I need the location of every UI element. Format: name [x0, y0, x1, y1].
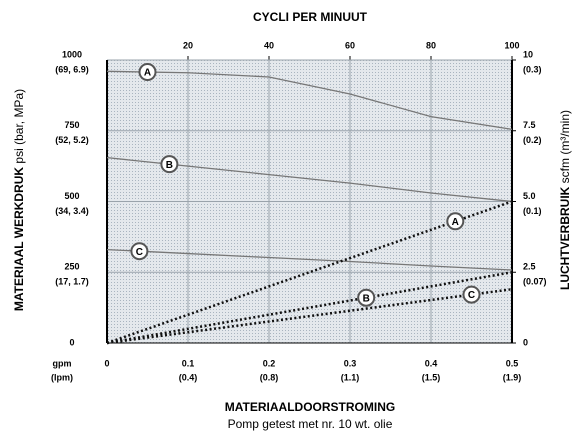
y-tick-label: 750: [64, 120, 79, 130]
curve-marker: [138, 63, 157, 82]
y-tick-label: 500: [64, 191, 79, 201]
pressure-curve: [106, 248, 513, 271]
x-tick-sublabel: (1.9): [503, 372, 522, 382]
x2-tick-label: 20: [183, 40, 193, 50]
y2-axis-title-unit: scfm (m³/min): [558, 110, 572, 183]
y2-tick-label: 5.0: [523, 191, 536, 201]
y2-tick-label: 2.5: [523, 262, 536, 272]
x-tick-sublabel: (1.5): [422, 372, 441, 382]
y-tick-sublabel: (52, 5.2): [55, 135, 89, 145]
curve-marker-label: B: [363, 293, 370, 304]
x-tick-sublabel: (0.8): [260, 372, 279, 382]
y-axis-title-unit: psi (bar, MPa): [12, 89, 26, 164]
air-curve: [106, 271, 513, 345]
x-tick-label: 0.1: [182, 358, 195, 368]
y-axis-title-bold: MATERIAAL WERKDRUK: [12, 167, 26, 312]
y2-tick-sublabel: (0.07): [523, 277, 547, 287]
curve-marker-label: C: [468, 290, 475, 301]
x-tick-sublabel: (1.1): [341, 372, 360, 382]
x-tick-sublabel: (0.4): [179, 372, 198, 382]
y-axis-title: MATERIAAL WERKDRUK psi (bar, MPa): [12, 89, 26, 311]
curve-marker-label: C: [136, 247, 143, 258]
x2-tick-label: 60: [345, 40, 355, 50]
y2-tick-label: 0: [523, 337, 528, 347]
x2-tick-label: 80: [426, 40, 436, 50]
x2-tick-label: 40: [264, 40, 274, 50]
curve-marker: [462, 285, 481, 304]
curve-marker-label: A: [144, 68, 151, 79]
y-tick-sublabel: (34, 3.4): [55, 206, 89, 216]
curve-marker-label: B: [166, 160, 173, 171]
y-tick-label: 0: [69, 337, 74, 347]
air-curve: [106, 287, 513, 345]
x-tick-label: 0.4: [425, 358, 438, 368]
y2-axis-title-bold: LUCHTVERBRUIK: [558, 186, 572, 290]
y2-tick-sublabel: (0.2): [523, 135, 542, 145]
curve-marker-label: A: [452, 217, 459, 228]
pressure-curve: [106, 70, 513, 130]
top-axis-title: CYCLI PER MINUUT: [253, 10, 368, 24]
curve-marker: [446, 212, 465, 231]
y2-tick-sublabel: (0.3): [523, 64, 542, 74]
x-unit-sub: (lpm): [51, 372, 73, 382]
y2-axis-title: LUCHTVERBRUIK scfm (m³/min): [558, 110, 572, 290]
y2-tick-label: 7.5: [523, 120, 536, 130]
y-tick-label: 1000: [62, 49, 82, 59]
x2-tick-label: 100: [504, 40, 519, 50]
x-axis-title: MATERIAALDOORSTROMING: [225, 400, 395, 414]
curve-marker: [160, 155, 179, 174]
subtitle: Pomp getest met nr. 10 wt. olie: [228, 417, 393, 431]
y-tick-sublabel: (69, 6.9): [55, 64, 89, 74]
y2-tick-sublabel: (0.1): [523, 206, 542, 216]
curve-marker: [130, 242, 149, 261]
x-tick-label: 0: [104, 358, 109, 368]
y-tick-label: 250: [64, 262, 79, 272]
x-unit: gpm: [53, 358, 72, 368]
x-tick-label: 0.2: [263, 358, 276, 368]
y-tick-sublabel: (17, 1.7): [55, 277, 89, 287]
curve-marker: [357, 288, 376, 307]
y2-tick-label: 10: [523, 49, 533, 59]
x-tick-label: 0.5: [506, 358, 519, 368]
x-tick-label: 0.3: [344, 358, 357, 368]
